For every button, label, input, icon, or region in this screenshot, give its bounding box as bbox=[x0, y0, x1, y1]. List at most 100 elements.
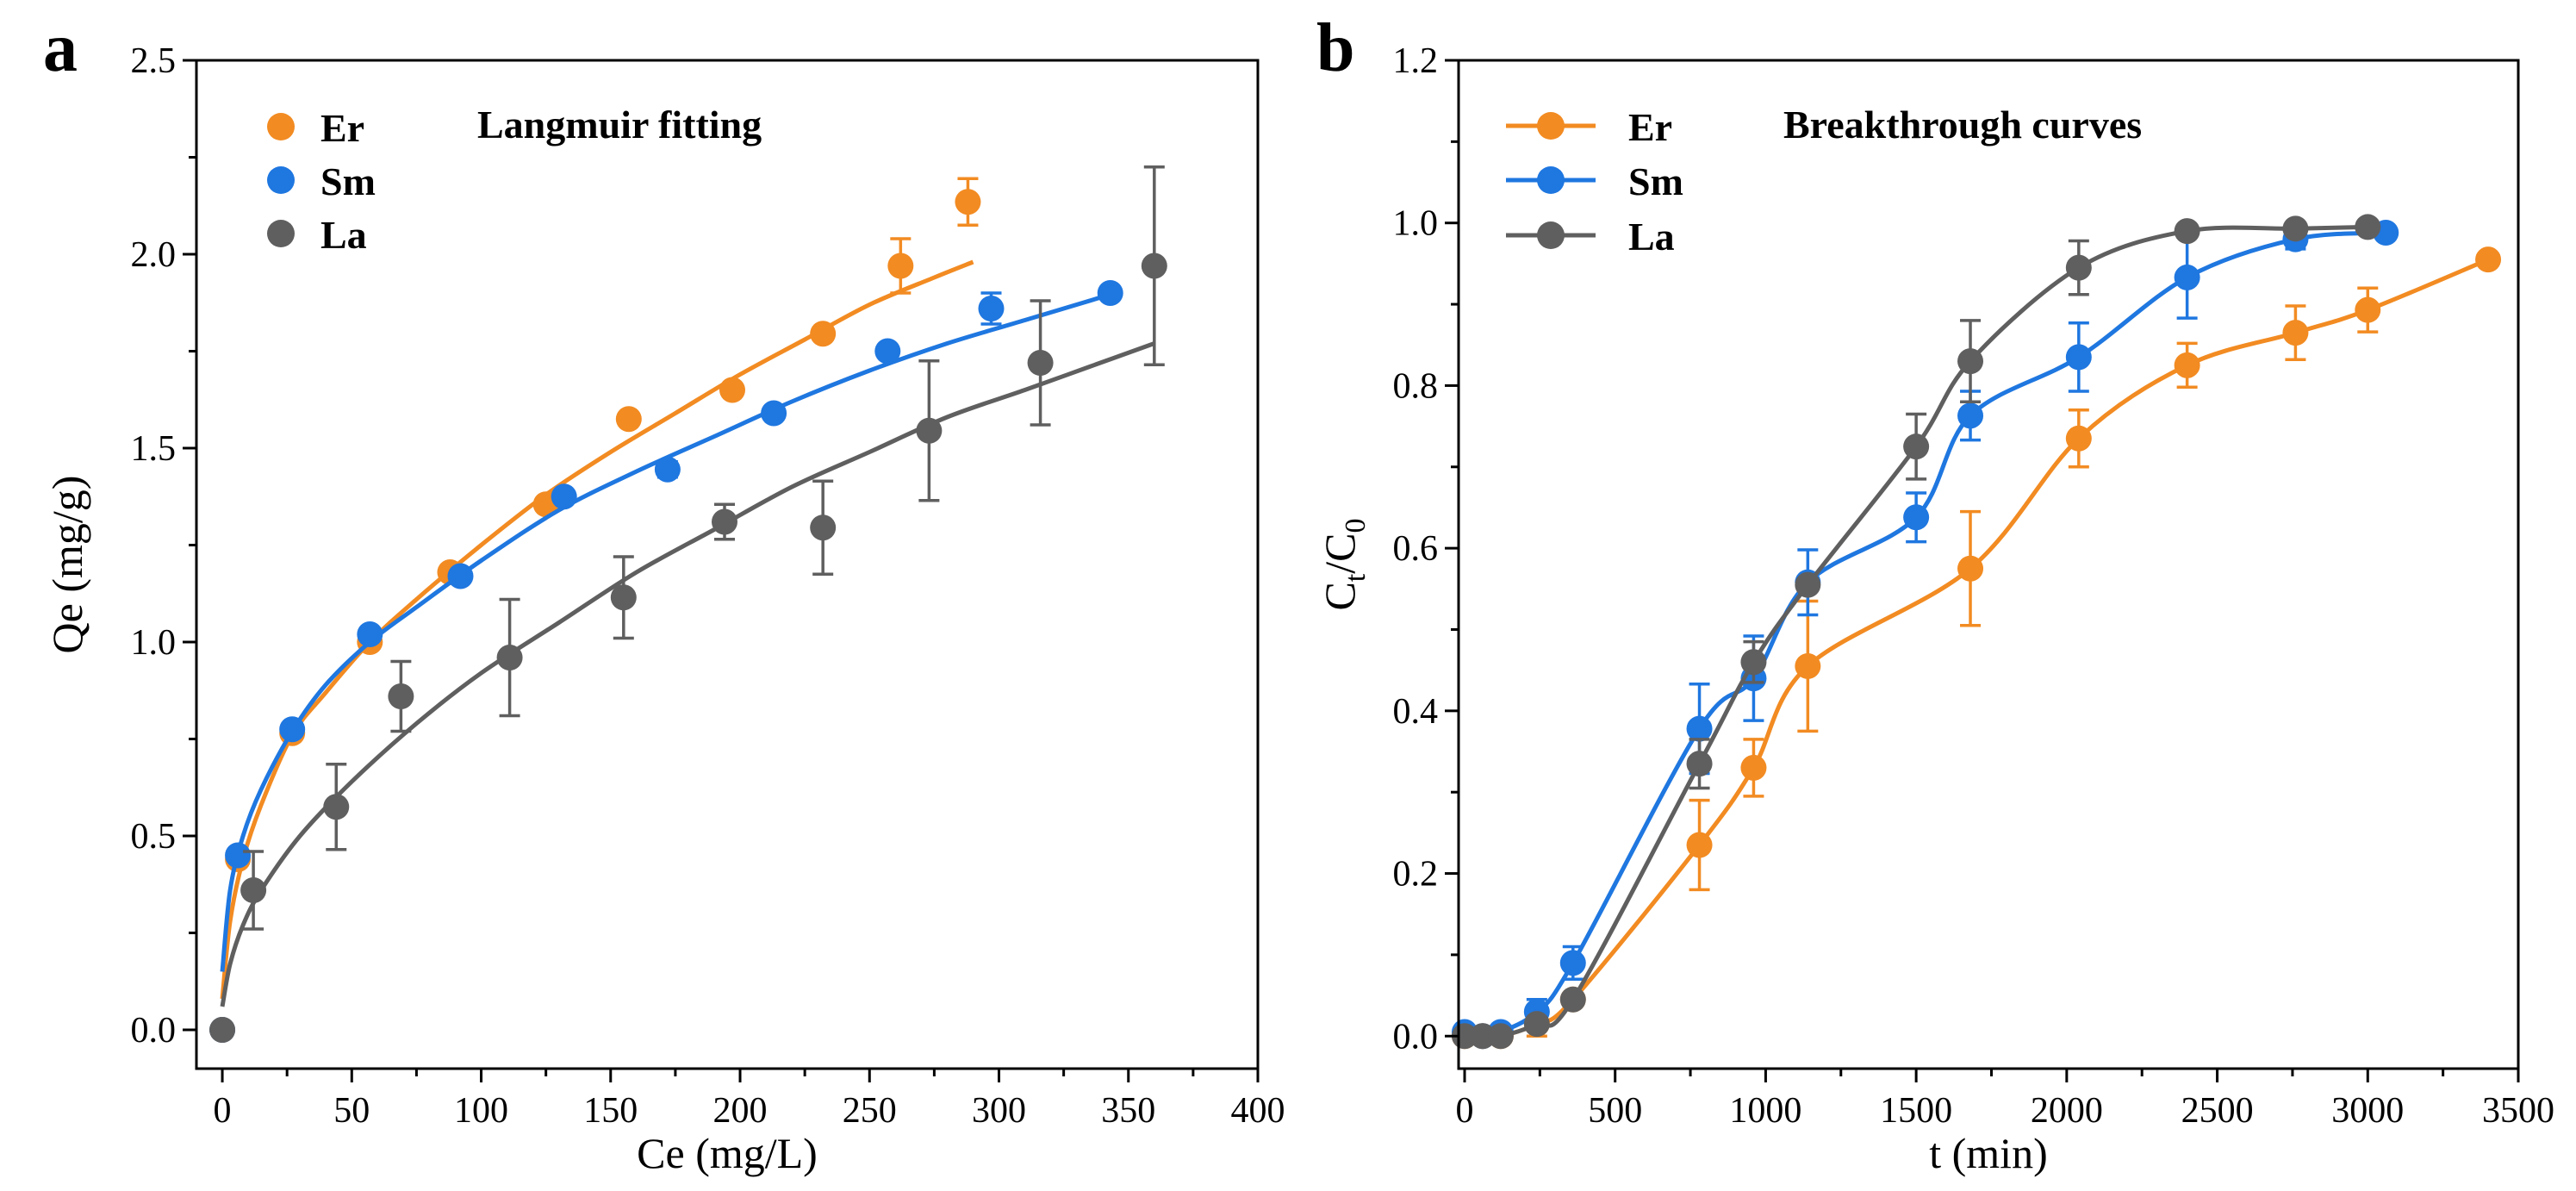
data-point-er bbox=[719, 377, 746, 403]
legend-er-label: Er bbox=[320, 106, 364, 150]
x-tick-label: 3500 bbox=[2482, 1091, 2554, 1131]
series-sm bbox=[209, 280, 1123, 1043]
panel-b-legend: Er Sm La bbox=[1506, 105, 1683, 259]
fit-curve-la bbox=[220, 341, 1155, 1007]
x-tick-label: 2500 bbox=[2181, 1091, 2254, 1131]
data-point-sm bbox=[2065, 344, 2092, 371]
data-point-la bbox=[916, 417, 943, 444]
data-point-sm bbox=[2174, 264, 2200, 290]
data-point-er bbox=[1795, 652, 1821, 679]
panel-a-label: a bbox=[43, 10, 78, 86]
legend-la-label: La bbox=[1628, 215, 1675, 259]
x-tick-label: 1500 bbox=[1880, 1091, 1952, 1131]
data-point-er bbox=[2355, 296, 2381, 323]
data-point-sm bbox=[1559, 950, 1586, 976]
data-point-sm bbox=[551, 483, 577, 510]
x-tick-label: 50 bbox=[333, 1091, 370, 1131]
data-point-er bbox=[2282, 320, 2309, 346]
x-tick-label: 350 bbox=[1101, 1091, 1155, 1131]
panel-a-chart: a 0 50 100 150 200 250 300 350 400 0.0 0.5 1.0 1.5 2.… bbox=[43, 10, 1285, 1177]
y-tick-label: 1.0 bbox=[131, 623, 177, 663]
panel-b-chart: b 0 500 1000 1500 2000 2500 3000 3500 0.0 0.2 0.4 0… bbox=[1316, 10, 2554, 1177]
data-point-sm bbox=[357, 621, 383, 647]
data-point-la bbox=[810, 514, 837, 541]
legend-sm-marker bbox=[267, 166, 295, 194]
y-tick-label: 0.8 bbox=[1393, 366, 1439, 406]
x-tick-label: 3000 bbox=[2331, 1091, 2404, 1131]
data-point-la bbox=[2065, 254, 2092, 281]
x-tick-label: 2000 bbox=[2031, 1091, 2103, 1131]
data-point-la bbox=[711, 508, 737, 535]
data-point-la bbox=[2355, 214, 2381, 240]
data-point-er bbox=[1686, 832, 1713, 858]
data-point-er bbox=[2065, 425, 2092, 452]
y-tick-label: 0.0 bbox=[1393, 1017, 1439, 1057]
data-point-la bbox=[323, 794, 350, 820]
data-point-sm bbox=[225, 842, 252, 869]
data-point-er bbox=[615, 406, 642, 433]
y-tick-label: 0.4 bbox=[1393, 692, 1439, 732]
data-point-la bbox=[1141, 253, 1167, 279]
data-point-la bbox=[610, 584, 637, 611]
x-tick-label: 150 bbox=[583, 1091, 638, 1131]
x-tick-label: 300 bbox=[972, 1091, 1026, 1131]
panel-b-x-axis-label: t (min) bbox=[1929, 1129, 2047, 1177]
x-tick-label: 100 bbox=[454, 1091, 508, 1131]
data-point-sm bbox=[1957, 402, 1984, 429]
legend-er-label: Er bbox=[1628, 105, 1672, 149]
data-point-la bbox=[1487, 1023, 1514, 1050]
series-line-sm bbox=[1464, 230, 2386, 1038]
data-point-er bbox=[810, 321, 837, 347]
x-tick-label: 250 bbox=[843, 1091, 897, 1131]
data-point-sm bbox=[761, 400, 787, 427]
series-la bbox=[209, 165, 1167, 1043]
x-tick-label: 400 bbox=[1231, 1091, 1285, 1131]
x-tick-label: 0 bbox=[1455, 1091, 1473, 1131]
data-point-la bbox=[240, 877, 267, 903]
y-tick-label: 2.0 bbox=[131, 235, 177, 275]
data-point-la bbox=[1027, 350, 1054, 376]
data-point-la bbox=[388, 683, 414, 709]
data-point-la bbox=[2174, 218, 2200, 245]
legend-er-marker bbox=[1537, 112, 1565, 140]
data-point-sm bbox=[978, 296, 1005, 321]
x-tick-label: 1000 bbox=[1729, 1091, 1801, 1131]
panel-a-title: Langmuir fitting bbox=[477, 103, 762, 147]
data-point-la bbox=[1559, 986, 1586, 1013]
series-la bbox=[1451, 214, 2381, 1050]
data-point-sm bbox=[1097, 280, 1123, 306]
y-tick-label: 0.0 bbox=[131, 1011, 177, 1051]
y-tick-label: 2.5 bbox=[131, 41, 177, 81]
fit-curve-sm bbox=[220, 290, 1117, 972]
data-point-la bbox=[1469, 1023, 1496, 1050]
data-point-sm bbox=[654, 456, 681, 483]
panel-a-y-axis-label: Qe (mg/g) bbox=[43, 476, 91, 654]
legend-sm-label: Sm bbox=[320, 159, 376, 203]
panel-b-plot-frame bbox=[1457, 59, 2520, 1070]
data-point-er bbox=[1740, 754, 1767, 781]
data-point-la bbox=[496, 645, 523, 670]
data-point-la bbox=[1523, 1011, 1550, 1038]
data-point-sm bbox=[279, 716, 306, 743]
series-er bbox=[209, 177, 981, 1043]
data-point-er bbox=[1957, 555, 1984, 582]
data-point-la bbox=[1903, 433, 1930, 460]
data-point-la bbox=[1686, 751, 1713, 777]
data-point-er bbox=[2174, 352, 2200, 378]
x-tick-label: 500 bbox=[1588, 1091, 1642, 1131]
data-point-la bbox=[1957, 348, 1984, 375]
legend-sm-marker bbox=[1537, 166, 1565, 194]
legend-er-marker bbox=[267, 113, 295, 140]
x-tick-label: 200 bbox=[713, 1091, 768, 1131]
y-tick-label: 0.2 bbox=[1393, 855, 1439, 895]
data-point-la bbox=[209, 1017, 236, 1043]
y-tick-label: 0.6 bbox=[1393, 529, 1439, 569]
data-point-er bbox=[2475, 246, 2502, 273]
panel-b-title: Breakthrough curves bbox=[1783, 103, 2142, 147]
x-tick-label: 0 bbox=[214, 1091, 232, 1131]
legend-la-marker bbox=[267, 220, 295, 247]
y-tick-label: 1.0 bbox=[1393, 204, 1439, 244]
data-point-la bbox=[1795, 571, 1821, 598]
legend-la-label: La bbox=[320, 213, 367, 257]
